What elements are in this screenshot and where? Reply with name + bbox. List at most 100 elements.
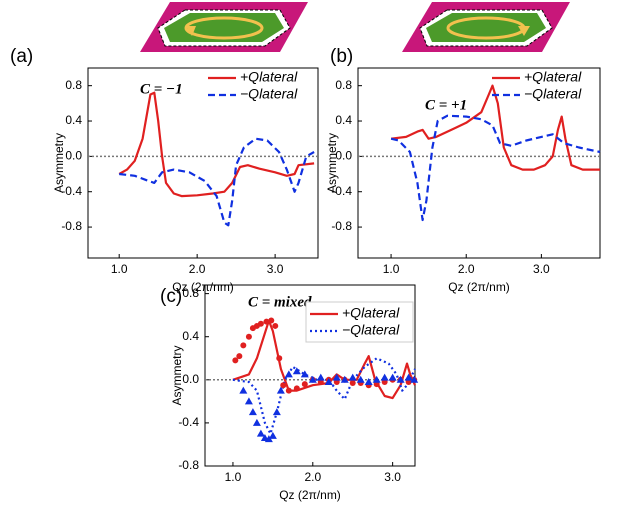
icon-arrow bbox=[184, 16, 264, 40]
y-tick-label: 0.8 bbox=[65, 78, 82, 92]
marker-triangle bbox=[404, 373, 413, 381]
y-tick-label: -0.4 bbox=[178, 415, 199, 429]
x-tick-label: 2.0 bbox=[304, 470, 321, 484]
marker-triangle bbox=[248, 408, 257, 416]
y-tick-label: 0.0 bbox=[335, 149, 352, 163]
marker-triangle bbox=[244, 397, 253, 405]
marker-triangle bbox=[268, 431, 277, 439]
panel-label: (c) bbox=[160, 286, 182, 307]
marker-triangle bbox=[396, 375, 405, 383]
marker-triangle bbox=[308, 375, 317, 383]
y-tick-label: -0.4 bbox=[331, 184, 352, 198]
marker-triangle bbox=[264, 435, 273, 443]
legend-label: −Qlateral bbox=[342, 322, 400, 338]
legend-label: +Qlateral bbox=[524, 69, 582, 85]
marker-circle bbox=[301, 381, 308, 388]
y-axis-label: Asymmetry bbox=[170, 346, 184, 406]
marker-circle bbox=[232, 357, 239, 364]
legend-label: +Qlateral bbox=[240, 69, 298, 85]
series-line bbox=[232, 319, 417, 400]
x-tick-label: 1.0 bbox=[225, 470, 242, 484]
y-tick-label: 0.8 bbox=[335, 78, 352, 92]
marker-triangle bbox=[272, 408, 281, 416]
marker-triangle bbox=[252, 418, 261, 426]
plot-frame bbox=[357, 67, 601, 259]
x-tick-label: 2.0 bbox=[458, 262, 475, 276]
x-tick-label: 2.0 bbox=[189, 262, 206, 276]
marker-triangle bbox=[372, 375, 381, 383]
marker-circle bbox=[240, 342, 247, 349]
marker-circle bbox=[293, 385, 300, 392]
y-tick-label: 0.0 bbox=[182, 372, 199, 386]
series-line bbox=[119, 137, 315, 227]
y-tick-label: 0.0 bbox=[65, 149, 82, 163]
marker-triangle bbox=[410, 375, 419, 383]
icon-arrowhead bbox=[518, 26, 530, 36]
marker-circle bbox=[245, 333, 252, 340]
y-tick-label: -0.8 bbox=[331, 219, 352, 233]
y-tick-label: -0.8 bbox=[61, 219, 82, 233]
marker-circle bbox=[236, 353, 243, 360]
legend-label: −Qlateral bbox=[240, 86, 298, 102]
annotation: C = +1 bbox=[425, 97, 467, 113]
marker-triangle bbox=[256, 429, 265, 437]
series-line bbox=[390, 84, 600, 171]
legend-label: +Qlateral bbox=[342, 305, 400, 321]
marker-circle bbox=[263, 318, 270, 325]
marker-circle bbox=[285, 387, 292, 394]
series-line bbox=[232, 357, 416, 435]
marker-triangle bbox=[348, 373, 357, 381]
annotation: C = mixed bbox=[248, 294, 312, 310]
legend-box bbox=[305, 301, 414, 343]
x-tick-label: 3.0 bbox=[267, 262, 284, 276]
y-tick-label: 0.8 bbox=[182, 286, 199, 300]
marker-triangle bbox=[324, 377, 333, 385]
plot-frame bbox=[87, 67, 319, 259]
panel-0: -0.8 -0.4 0.0 0.4 0.8 1.0 2.0 3.0 Qz (2π/nm) Asym… bbox=[10, 46, 319, 294]
marker-triangle bbox=[332, 373, 341, 381]
plot-frame bbox=[204, 284, 416, 467]
x-tick-label: 3.0 bbox=[533, 262, 550, 276]
y-tick-label: -0.4 bbox=[61, 184, 82, 198]
marker-circle bbox=[280, 382, 287, 389]
marker-triangle bbox=[284, 370, 293, 378]
marker-triangle bbox=[388, 373, 397, 381]
x-tick-label: 1.0 bbox=[111, 262, 128, 276]
x-axis-label: Qz (2π/nm) bbox=[172, 280, 234, 294]
marker-triangle bbox=[356, 375, 365, 383]
x-tick-label: 3.0 bbox=[384, 470, 401, 484]
marker-circle bbox=[257, 320, 264, 327]
series-line bbox=[390, 114, 601, 222]
marker-triangle bbox=[276, 386, 285, 394]
panel-1: -0.8 -0.4 0.0 0.4 0.8 1.0 2.0 3.0 Qz (2π/nm) Asym… bbox=[325, 46, 601, 294]
marker-triangle bbox=[340, 375, 349, 383]
annotation: C = −1 bbox=[140, 81, 183, 97]
icon-a bbox=[140, 2, 308, 52]
y-axis-label: Asymmetry bbox=[52, 133, 66, 193]
legend-label: −Qlateral bbox=[524, 86, 582, 102]
x-axis-label: Qz (2π/nm) bbox=[448, 280, 510, 294]
marker-triangle bbox=[292, 367, 301, 375]
marker-triangle bbox=[380, 373, 389, 381]
series-line bbox=[118, 91, 315, 198]
y-tick-label: 0.4 bbox=[65, 113, 82, 127]
marker-circle bbox=[276, 355, 283, 362]
marker-circle bbox=[349, 380, 356, 387]
y-tick-label: 0.4 bbox=[335, 113, 352, 127]
x-axis-label: Qz (2π/nm) bbox=[279, 488, 341, 502]
y-tick-label: 0.4 bbox=[182, 329, 199, 343]
marker-triangle bbox=[239, 386, 248, 394]
panel-label: (a) bbox=[10, 46, 33, 67]
marker-triangle bbox=[316, 373, 325, 381]
marker-triangle bbox=[300, 370, 309, 378]
y-tick-label: -0.8 bbox=[178, 458, 199, 472]
marker-circle bbox=[268, 317, 275, 324]
y-axis-label: Asymmetry bbox=[325, 133, 339, 193]
panel-2: -0.8 -0.4 0.0 0.4 0.8 1.0 2.0 3.0 Qz (2π/nm) Asym… bbox=[160, 284, 419, 502]
panel-label: (b) bbox=[330, 46, 353, 67]
icon-arrowhead bbox=[186, 26, 196, 36]
marker-circle bbox=[272, 322, 279, 329]
x-tick-label: 1.0 bbox=[383, 262, 400, 276]
marker-triangle bbox=[364, 377, 373, 385]
